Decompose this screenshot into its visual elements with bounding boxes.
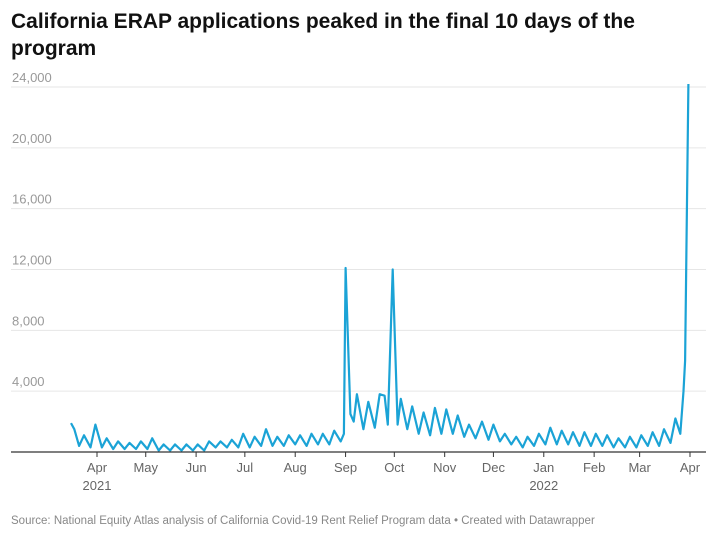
y-tick-label: 12,000 xyxy=(12,253,52,268)
x-tick-label: Oct xyxy=(384,460,405,475)
source-note: Source: National Equity Atlas analysis o… xyxy=(11,515,595,527)
y-tick-label: 4,000 xyxy=(12,374,45,389)
x-tick-label: Feb xyxy=(583,460,605,475)
x-tick-label: Aug xyxy=(284,460,307,475)
x-tick-label: Sep xyxy=(334,460,357,475)
x-tick-year-label: 2021 xyxy=(83,478,112,493)
y-tick-label: 20,000 xyxy=(12,131,52,146)
x-tick-label: Jul xyxy=(237,460,254,475)
x-tick-label: Jan xyxy=(533,460,554,475)
x-tick-label: Dec xyxy=(482,460,506,475)
series-line xyxy=(70,83,690,452)
y-tick-label: 24,000 xyxy=(12,70,52,85)
x-tick-label: May xyxy=(133,460,158,475)
y-tick-label: 16,000 xyxy=(12,192,52,207)
x-tick-label: Apr xyxy=(680,460,701,475)
x-tick-year-label: 2022 xyxy=(529,478,558,493)
chart-title: California ERAP applications peaked in t… xyxy=(11,10,635,60)
line-chart: 4,000 8,000 12,000 16,000 20,000 24,000 Apr 202… xyxy=(11,70,706,493)
x-tick-label: Apr xyxy=(87,460,108,475)
x-tick-label: Jun xyxy=(186,460,207,475)
y-tick-label: 8,000 xyxy=(12,313,45,328)
x-tick-label: Mar xyxy=(628,460,651,475)
x-tick-label: Nov xyxy=(433,460,457,475)
